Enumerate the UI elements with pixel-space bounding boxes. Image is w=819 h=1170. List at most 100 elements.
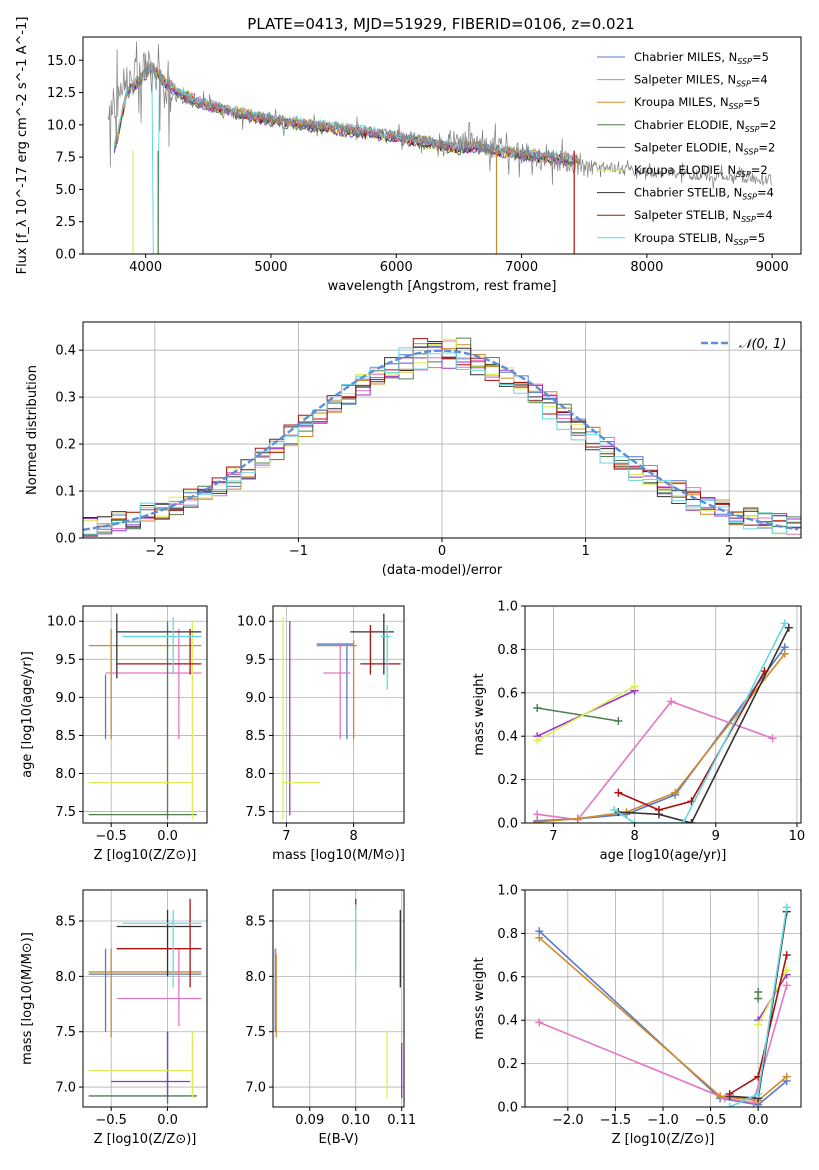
legend-entry: Salpeter STELIB, NSSP=4: [634, 208, 773, 224]
plot-layer: 4000 5000 6000 7000 8000 90000.02.55.07.510.0…: [15, 17, 805, 1147]
plus-marker: [782, 951, 791, 960]
y-axis-label: Flux [f_λ 10^-17 erg cm^-2 s^-1 A^-1]: [15, 17, 30, 275]
y-tick-label: 0.2: [55, 438, 76, 453]
legend-entry: Kroupa MILES, NSSP=5: [634, 95, 760, 111]
massweight-vs-age-frame: [524, 605, 802, 824]
histogram-step-8: [83, 347, 801, 536]
y-tick-label: 7.5: [245, 1025, 266, 1040]
plus-marker: [725, 1103, 734, 1107]
y-tick-label: 0.0: [497, 1101, 518, 1116]
mass-weight-line: [613, 623, 786, 823]
x-tick-label: −0.5: [695, 1113, 727, 1128]
normal-distribution-curve: [83, 349, 799, 531]
x-tick-label: 8: [349, 829, 357, 844]
legend-entry: 𝒩(0, 1): [739, 337, 786, 352]
y-tick-label: 9.0: [245, 691, 266, 706]
x-axis-label: Z [log10(Z/Z⊙)]: [612, 1132, 715, 1147]
plus-marker: [780, 649, 789, 658]
y-tick-label: 9.5: [55, 653, 76, 668]
x-tick-label: 0.0: [748, 1113, 769, 1128]
plus-marker: [533, 703, 542, 712]
spectrum-legend: Chabrier MILES, NSSP=5 Salpeter MILES, NS…: [597, 50, 776, 247]
x-tick-label: 7: [549, 829, 557, 844]
spectrum-plot-area: [107, 41, 773, 254]
y-tick-label: 8.0: [245, 767, 266, 782]
plus-marker: [720, 1094, 729, 1103]
y-tick-label: 0.0: [55, 248, 76, 263]
massweight-vs-z-panel: −2.0 −1.5 −1.0 −0.5 0.0 0.0 0.2 0.4 0.6 0.8 1.0 Z […: [472, 884, 802, 1147]
plus-marker: [782, 1072, 791, 1081]
y-tick-label: 1.0: [497, 600, 518, 615]
massweight-vs-age-plot-area: [533, 619, 793, 823]
y-tick-label: 10.0: [237, 615, 266, 630]
plus-marker: [614, 788, 623, 797]
y-axis-label: age [log10(age/yr)]: [20, 651, 35, 778]
y-tick-label: 7.5: [55, 1025, 76, 1040]
y-tick-label: 9.0: [55, 691, 76, 706]
x-tick-label: 0.0: [157, 1113, 178, 1128]
plus-marker: [784, 623, 793, 632]
legend-entry: Chabrier MILES, NSSP=5: [634, 50, 769, 66]
massweight-vs-z-plot-area: [535, 903, 791, 1107]
observed-spectrum-line: [107, 41, 773, 190]
x-tick-label: 0.09: [295, 1113, 324, 1128]
legend-entry: Chabrier STELIB, NSSP=4: [634, 186, 774, 202]
x-tick-label: −1.0: [647, 1113, 679, 1128]
x-tick-label: 10: [789, 829, 806, 844]
mass-weight-line: [537, 707, 619, 722]
x-tick-label: 6000: [380, 260, 413, 275]
x-tick-label: 0.0: [157, 829, 178, 844]
y-tick-label: 8.5: [245, 729, 266, 744]
plus-marker: [671, 788, 680, 797]
x-tick-label: 7: [282, 829, 290, 844]
x-tick-label: 7000: [505, 260, 538, 275]
mass-weight-line: [537, 700, 773, 821]
y-axis-label: mass [log10(M/M⊙)]: [20, 932, 35, 1065]
spectrum-panel: 4000 5000 6000 7000 8000 9000 0.0 2.5 5.0 7.5 10.0…: [15, 17, 802, 294]
x-tick-label: 1: [581, 544, 589, 559]
x-axis-label: (data-model)/error: [382, 563, 503, 578]
plus-marker: [535, 933, 544, 942]
y-tick-label: 2.5: [55, 215, 76, 230]
y-tick-label: 0.2: [497, 773, 518, 788]
massweight-vs-age-panel: 7 8 9 10 0.0 0.2 0.4 0.6 0.8 1.0 age [log10(age/yr…: [472, 600, 805, 864]
mass-vs-z-plot-area: [88, 898, 202, 1104]
legend-entry: Salpeter ELODIE, NSSP=2: [634, 140, 775, 156]
age-vs-z-panel: −0.5 0.0 7.5 8.0 8.5 9.0 9.5 10.0 Z [log10(Z/Z⊙)…: [20, 605, 208, 863]
mass-vs-ebv-frame: [272, 889, 405, 1108]
y-tick-label: 7.0: [55, 1081, 76, 1096]
plus-marker: [760, 667, 769, 676]
y-tick-label: 7.0: [245, 1081, 266, 1096]
y-tick-label: 8.5: [55, 915, 76, 930]
plus-marker: [754, 1020, 763, 1029]
plus-marker: [679, 819, 688, 823]
y-tick-label: 0.8: [497, 643, 518, 658]
plus-marker: [782, 903, 791, 912]
plus-marker: [782, 966, 791, 975]
plus-marker: [533, 736, 542, 745]
x-tick-label: 5000: [254, 260, 287, 275]
x-axis-label: Z [log10(Z/Z⊙)]: [94, 1132, 197, 1147]
model-spectrum-kroupa-stelib: [113, 60, 578, 254]
y-tick-label: 0.0: [55, 532, 76, 547]
x-tick-label: 2: [725, 544, 733, 559]
legend-entry: Salpeter MILES, NSSP=4: [634, 73, 768, 89]
mass-weight-line: [538, 930, 788, 1106]
y-tick-label: 0.8: [497, 927, 518, 942]
histogram-step-7: [83, 338, 801, 537]
mass-weight-line: [537, 653, 786, 823]
plus-marker: [725, 1089, 734, 1098]
y-tick-label: 0.3: [55, 391, 76, 406]
age-vs-mass-plot-area: [282, 613, 401, 820]
x-tick-label: −2: [145, 544, 164, 559]
x-tick-label: 0.11: [387, 1113, 416, 1128]
y-axis-label: mass weight: [472, 673, 487, 755]
legend-entry: Kroupa STELIB, NSSP=5: [634, 231, 765, 247]
y-tick-label: 1.0: [497, 884, 518, 899]
y-tick-label: 0.2: [497, 1057, 518, 1072]
y-tick-label: 10.0: [47, 118, 76, 133]
y-tick-label: 0.4: [55, 344, 76, 359]
y-tick-label: 5.0: [55, 183, 76, 198]
y-tick-label: 15.0: [47, 54, 76, 69]
plus-marker: [610, 805, 619, 814]
